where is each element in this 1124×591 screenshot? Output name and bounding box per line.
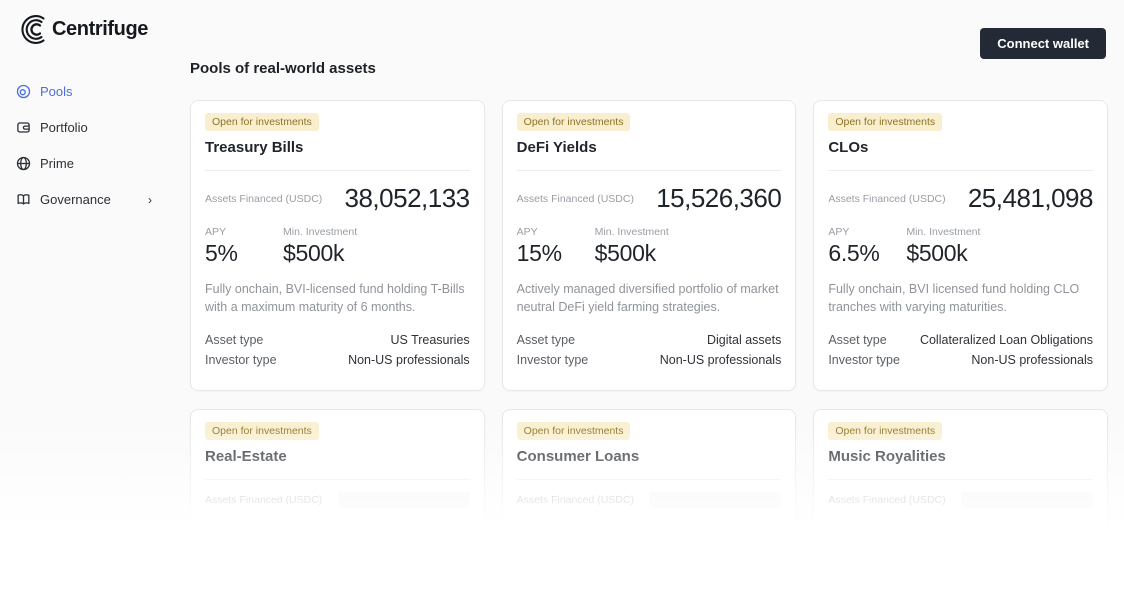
status-badge: Open for investments (516, 113, 631, 131)
sidebar-item-label: Portfolio (40, 120, 88, 135)
main-content: Pools of real-world assets Open for inve… (190, 60, 1108, 591)
apy-value: 6.5% (828, 240, 880, 266)
brand-name: Centrifuge (52, 18, 149, 40)
assets-financed-label: Assets Financed (USDC) (516, 494, 634, 506)
asset-type-value: US Treasuries (390, 333, 470, 347)
min-investment-label: Min. Investment (594, 226, 669, 238)
investor-type-value: Non-US professionals (348, 353, 470, 367)
apy-value: 15% (516, 240, 562, 266)
pool-title: Music Royalities (828, 448, 946, 465)
min-investment-value: $500k (283, 240, 345, 266)
loading-skeleton (828, 529, 1093, 555)
prime-icon (16, 156, 31, 171)
pool-card-music-royalities[interactable]: Open for investments Music Royalities As… (813, 409, 1108, 591)
asset-type-value: Digital assets (706, 333, 782, 347)
pool-description: Fully onchain, BVI-licensed fund holding… (205, 282, 465, 315)
investor-type-row: Investor type Non-US professionals (828, 350, 1093, 370)
sidebar-item-governance[interactable]: Governance › (16, 186, 152, 213)
divider (516, 170, 782, 171)
asset-type-row: Asset type US Treasuries (205, 330, 470, 350)
investor-type-value: Non-US professionals (971, 353, 1093, 367)
pool-title: CLOs (828, 139, 869, 156)
pool-description: Fully onchain, BVI licensed fund holding… (828, 282, 1080, 315)
apy-value: 5% (205, 240, 238, 266)
divider (205, 170, 470, 171)
pool-title: Consumer Loans (516, 448, 640, 465)
status-badge: Open for investments (828, 422, 943, 440)
apy-label: APY (828, 226, 850, 238)
assets-financed-label: Assets Financed (USDC) (516, 192, 634, 205)
loading-skeleton (960, 492, 1093, 508)
asset-type-label: Asset type (516, 333, 576, 347)
divider (205, 479, 470, 480)
pools-icon (16, 84, 31, 99)
sidebar: Pools Portfolio Prime Governance (16, 78, 152, 222)
loading-skeleton (516, 529, 782, 555)
divider (828, 170, 1093, 171)
investor-type-label: Investor type (205, 353, 277, 367)
min-investment-value: $500k (906, 240, 968, 266)
sidebar-item-portfolio[interactable]: Portfolio (16, 114, 152, 141)
pool-card-consumer-loans[interactable]: Open for investments Consumer Loans Asse… (501, 409, 797, 591)
pool-description: Actively managed diversified portfolio o… (516, 282, 779, 315)
portfolio-icon (16, 120, 31, 135)
pool-title: DeFi Yields (516, 139, 597, 156)
assets-financed-value: 25,481,098 (967, 183, 1094, 213)
assets-financed-label: Assets Financed (USDC) (205, 494, 323, 506)
sidebar-item-pools[interactable]: Pools (16, 78, 152, 105)
asset-type-label: Asset type (828, 333, 887, 347)
pool-card-clos[interactable]: Open for investments CLOs Assets Finance… (813, 100, 1108, 391)
pool-card-real-estate[interactable]: Open for investments Real-Estate Assets … (190, 409, 485, 591)
asset-type-value: Collateralized Loan Obligations (919, 333, 1093, 347)
min-investment-value: $500k (594, 240, 656, 266)
status-badge: Open for investments (205, 113, 319, 131)
pool-card-treasury-bills[interactable]: Open for investments Treasury Bills Asse… (190, 100, 485, 391)
sidebar-item-label: Pools (40, 84, 73, 99)
asset-type-row: Asset type Digital assets (517, 330, 782, 350)
investor-type-label: Investor type (828, 353, 900, 367)
investor-type-value: Non-US professionals (659, 353, 782, 367)
asset-type-row: Asset type Collateralized Loan Obligatio… (828, 330, 1093, 350)
min-investment-label: Min. Investment (906, 226, 981, 238)
connect-wallet-button[interactable]: Connect wallet (980, 28, 1106, 59)
assets-financed-value: 38,052,133 (344, 183, 471, 213)
pool-title: Real-Estate (205, 448, 287, 465)
loading-skeleton (337, 492, 470, 508)
assets-financed-label: Assets Financed (USDC) (828, 494, 946, 506)
pool-card-defi-yields[interactable]: Open for investments DeFi Yields Assets … (501, 100, 797, 391)
divider (828, 479, 1093, 480)
assets-financed-label: Assets Financed (USDC) (205, 192, 323, 205)
status-badge: Open for investments (828, 113, 943, 131)
divider (516, 479, 782, 480)
assets-financed-value: 15,526,360 (656, 183, 782, 213)
loading-skeleton (649, 492, 782, 508)
centrifuge-logo-icon (18, 13, 51, 46)
centrifuge-logo[interactable]: Centrifuge (18, 13, 148, 46)
sidebar-item-label: Governance (40, 192, 111, 207)
sidebar-item-label: Prime (40, 156, 74, 171)
page-title: Pools of real-world assets (190, 60, 376, 77)
status-badge: Open for investments (516, 422, 631, 440)
asset-type-label: Asset type (205, 333, 264, 347)
apy-label: APY (516, 226, 538, 238)
chevron-right-icon: › (148, 192, 152, 207)
pool-card-grid: Open for investments Treasury Bills Asse… (190, 100, 1108, 591)
governance-icon (16, 192, 31, 207)
sidebar-item-prime[interactable]: Prime (16, 150, 152, 177)
pool-title: Treasury Bills (205, 139, 304, 156)
assets-financed-label: Assets Financed (USDC) (828, 192, 946, 205)
min-investment-label: Min. Investment (283, 226, 358, 238)
loading-skeleton (205, 529, 470, 555)
status-badge: Open for investments (205, 422, 319, 440)
investor-type-row: Investor type Non-US professionals (205, 350, 470, 370)
apy-label: APY (205, 226, 227, 238)
investor-type-row: Investor type Non-US professionals (517, 350, 782, 370)
investor-type-label: Investor type (516, 353, 589, 367)
